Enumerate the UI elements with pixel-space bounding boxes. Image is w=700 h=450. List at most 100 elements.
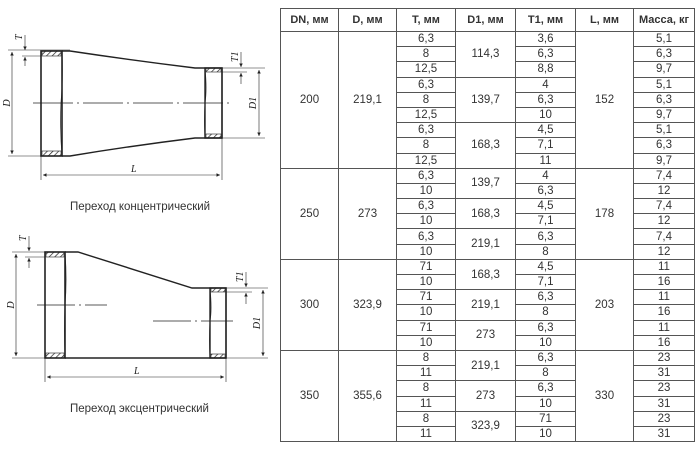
cell-mass: 9,7: [633, 61, 695, 78]
cell-mass: 5,1: [633, 76, 695, 93]
cell-mass: 31: [633, 425, 695, 443]
cell-d: 273: [338, 167, 397, 260]
cell-t1: 7,1: [515, 273, 576, 291]
cell-t: 12,5: [396, 152, 456, 169]
table-row: 250 273 6,3 139,7 4 178 7,4: [280, 167, 695, 260]
cell-t1: 4,5: [515, 258, 576, 276]
cell-mass: 9,7: [633, 106, 695, 124]
cell-t: 71: [396, 289, 456, 306]
table-row: 8 273 6,3 23: [281, 380, 695, 412]
cell-mass: 12: [633, 243, 695, 260]
cell-d1: 323,9: [455, 410, 516, 443]
table-row: 10 7,1 16: [281, 273, 695, 291]
cell-d1: 114,3: [455, 31, 516, 78]
table-row: 10 7,1 12: [281, 213, 695, 230]
dim-label-t: T: [14, 33, 25, 40]
cell-t1: 6,3: [515, 380, 576, 397]
dim-label-t1: T1: [235, 271, 246, 282]
cell-mass: 31: [633, 365, 695, 382]
cell-l: 178: [575, 167, 634, 260]
cell-d1: 168,3: [455, 258, 516, 291]
cell-d: 219,1: [338, 31, 397, 169]
cell-t1: 4: [515, 167, 576, 184]
cell-t1: 10: [515, 395, 576, 412]
cell-t1: 8: [515, 243, 576, 260]
cell-mass: 5,1: [633, 30, 695, 48]
dim-label-d1: D1: [252, 317, 263, 330]
table-row: 6,3 139,7 4 5,1: [281, 76, 695, 124]
cell-t: 12,5: [396, 106, 456, 124]
cell-d1: 219,1: [455, 349, 516, 382]
column-header: D, мм: [338, 8, 397, 32]
cell-t1: 10: [515, 106, 576, 124]
cell-d1: 273: [455, 319, 516, 351]
table-row: 10 10 16: [281, 334, 695, 351]
cell-t: 11: [396, 365, 456, 382]
cell-t1: 6,3: [515, 182, 576, 200]
cell-mass: 7,4: [633, 228, 695, 245]
cell-t1: 6,3: [515, 289, 576, 306]
cell-mass: 6,3: [633, 137, 695, 154]
cell-mass: 7,4: [633, 198, 695, 215]
cell-t: 8: [396, 91, 456, 108]
dim-label-d: D: [6, 301, 17, 310]
column-header: T, мм: [396, 8, 456, 32]
table-row: 11 10 31: [281, 395, 695, 412]
cell-mass: 11: [633, 319, 695, 336]
table-row: 8 7,1 6,3: [281, 137, 695, 154]
cell-mass: 11: [633, 258, 695, 276]
cell-t1: 8: [515, 365, 576, 382]
cell-t: 8: [396, 380, 456, 397]
dim-label-t1: T1: [230, 51, 241, 62]
cell-dn: 300: [280, 258, 339, 351]
table-row: 350 355,6 8 219,1 6,3 330 23: [280, 349, 695, 443]
dim-label-l: L: [133, 366, 140, 377]
cell-t1: 4: [515, 76, 576, 93]
cell-t1: 7,1: [515, 213, 576, 230]
cell-d1: 139,7: [455, 167, 516, 200]
cell-d1: 168,3: [455, 198, 516, 230]
cell-mass: 6,3: [633, 91, 695, 108]
cell-t1: 6,3: [515, 46, 576, 63]
cell-t: 71: [396, 319, 456, 336]
cell-t1: 8,8: [515, 61, 576, 78]
cell-dn: 250: [280, 167, 339, 260]
cell-l: 203: [575, 258, 634, 351]
cell-mass: 12: [633, 213, 695, 230]
cell-t: 6,3: [396, 76, 456, 93]
cell-t: 8: [396, 410, 456, 427]
cell-d1: 219,1: [455, 289, 516, 321]
cell-t: 6,3: [396, 198, 456, 215]
cell-t1: 10: [515, 334, 576, 351]
cell-t1: 4,5: [515, 198, 576, 215]
cell-t: 10: [396, 304, 456, 321]
table-row: 11 10 31: [281, 425, 695, 443]
cell-t: 6,3: [396, 167, 456, 184]
table-row: 10 8 16: [281, 304, 695, 321]
cell-t1: 11: [515, 152, 576, 169]
cell-t1: 6,3: [515, 91, 576, 108]
column-header: T1, мм: [515, 8, 576, 32]
cell-d1: 139,7: [455, 76, 516, 124]
table-row: 8 6,3 6,3: [281, 46, 695, 63]
cell-t: 10: [396, 334, 456, 351]
cell-mass: 31: [633, 395, 695, 412]
cell-mass: 5,1: [633, 122, 695, 139]
column-header: DN, мм: [280, 8, 339, 32]
column-header: D1, мм: [455, 8, 516, 32]
cell-t1: 6,3: [515, 228, 576, 245]
table-header-row: DN, мм D, мм T, мм D1, мм T1, мм L, мм Масса, …: [280, 8, 695, 32]
cell-t: 10: [396, 182, 456, 200]
reducer-drawings: D T D1 T1 L D T D1 T1 L: [2, 33, 268, 382]
table-row: 8 6,3 6,3: [281, 91, 695, 108]
cell-t: 11: [396, 425, 456, 443]
eccentric-reducer-drawing: D T D1 T1 L: [6, 234, 268, 382]
cell-d1: 273: [455, 380, 516, 412]
cell-t1: 10: [515, 425, 576, 443]
cell-mass: 23: [633, 410, 695, 427]
concentric-caption: Переход концентрический: [70, 201, 211, 213]
cell-t1: 4,5: [515, 122, 576, 139]
dim-label-d1: D1: [248, 97, 259, 110]
dim-label-d: D: [2, 99, 13, 108]
table-row: 8 323,9 71 23: [281, 410, 695, 443]
